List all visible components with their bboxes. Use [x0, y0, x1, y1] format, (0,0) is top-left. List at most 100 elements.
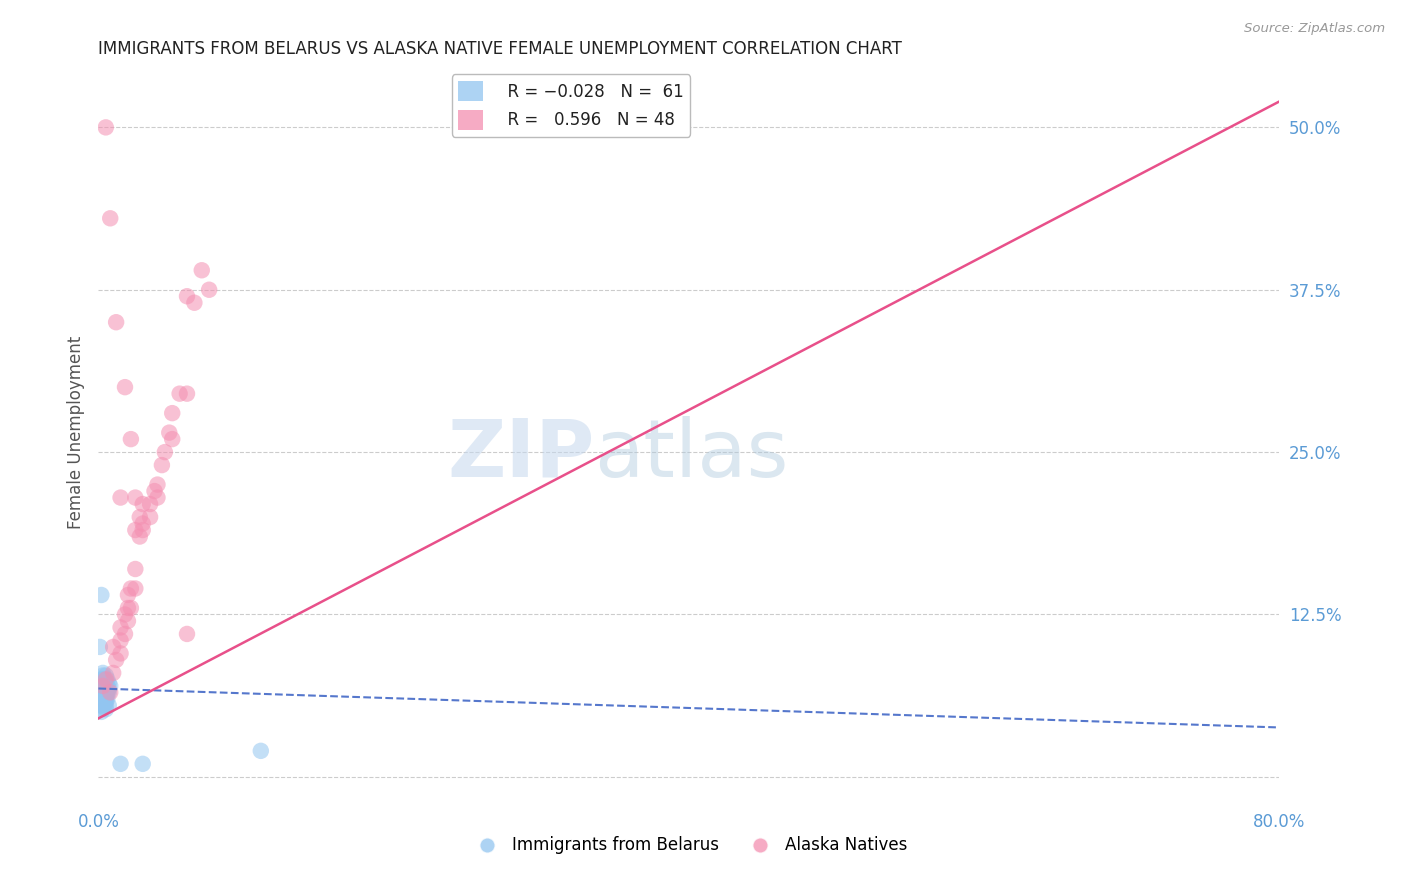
- Point: [90, 676, 112, 690]
- Point: [94, 698, 117, 713]
- Point: [97, 676, 120, 690]
- Point: [143, 484, 166, 499]
- Point: [97, 681, 120, 696]
- Text: atlas: atlas: [595, 416, 789, 494]
- Point: [90, 679, 112, 693]
- Point: [97, 685, 120, 699]
- Point: [94, 681, 117, 696]
- Point: [105, 315, 128, 329]
- Point: [93, 694, 115, 708]
- Point: [89, 698, 111, 713]
- Y-axis label: Female Unemployment: Female Unemployment: [66, 336, 84, 529]
- Point: [103, 665, 125, 680]
- Point: [96, 673, 118, 687]
- Point: [114, 380, 136, 394]
- Point: [89, 685, 111, 699]
- Point: [91, 673, 114, 687]
- Point: [128, 529, 150, 543]
- Point: [91, 679, 114, 693]
- Point: [89, 679, 111, 693]
- Point: [91, 676, 114, 690]
- Point: [110, 620, 132, 634]
- Point: [96, 685, 118, 699]
- Point: [90, 702, 112, 716]
- Point: [90, 588, 112, 602]
- Point: [93, 688, 115, 702]
- Point: [89, 640, 111, 654]
- Point: [250, 744, 273, 758]
- Point: [146, 491, 169, 505]
- Point: [91, 694, 114, 708]
- Point: [110, 491, 132, 505]
- Point: [91, 681, 114, 696]
- Point: [90, 698, 112, 713]
- Point: [90, 705, 112, 719]
- Point: [117, 588, 139, 602]
- Point: [96, 692, 118, 706]
- Point: [91, 698, 114, 713]
- Point: [176, 386, 198, 401]
- Point: [162, 406, 183, 420]
- Text: Source: ZipAtlas.com: Source: ZipAtlas.com: [1244, 22, 1385, 36]
- Point: [157, 425, 180, 440]
- Point: [120, 601, 142, 615]
- Point: [191, 263, 214, 277]
- Point: [120, 582, 142, 596]
- Point: [124, 523, 146, 537]
- Text: IMMIGRANTS FROM BELARUS VS ALASKA NATIVE FEMALE UNEMPLOYMENT CORRELATION CHART: IMMIGRANTS FROM BELARUS VS ALASKA NATIVE…: [98, 40, 903, 58]
- Point: [93, 685, 115, 699]
- Point: [94, 702, 117, 716]
- Point: [139, 497, 162, 511]
- Point: [94, 694, 117, 708]
- Point: [139, 510, 162, 524]
- Point: [146, 477, 169, 491]
- Point: [103, 640, 125, 654]
- Point: [91, 681, 114, 696]
- Point: [128, 510, 150, 524]
- Point: [93, 685, 115, 699]
- Text: ZIP: ZIP: [447, 416, 595, 494]
- Point: [198, 283, 221, 297]
- Point: [91, 668, 114, 682]
- Point: [132, 523, 155, 537]
- Point: [94, 668, 117, 682]
- Point: [93, 698, 115, 713]
- Point: [91, 692, 114, 706]
- Point: [110, 647, 132, 661]
- Point: [94, 688, 117, 702]
- Point: [162, 432, 183, 446]
- Point: [96, 685, 118, 699]
- Point: [93, 694, 115, 708]
- Point: [132, 516, 155, 531]
- Point: [114, 607, 136, 622]
- Point: [117, 614, 139, 628]
- Point: [124, 491, 146, 505]
- Point: [176, 627, 198, 641]
- Point: [110, 756, 132, 771]
- Point: [90, 688, 112, 702]
- Point: [176, 289, 198, 303]
- Point: [153, 445, 176, 459]
- Point: [93, 681, 115, 696]
- Point: [120, 432, 142, 446]
- Point: [94, 692, 117, 706]
- Point: [89, 685, 111, 699]
- Point: [98, 685, 121, 699]
- Point: [105, 653, 128, 667]
- Point: [98, 679, 121, 693]
- Point: [124, 582, 146, 596]
- Point: [114, 627, 136, 641]
- Point: [91, 665, 114, 680]
- Legend: Immigrants from Belarus, Alaska Natives: Immigrants from Belarus, Alaska Natives: [464, 830, 914, 861]
- Point: [132, 497, 155, 511]
- Point: [94, 676, 117, 690]
- Point: [117, 601, 139, 615]
- Point: [93, 694, 115, 708]
- Point: [183, 295, 205, 310]
- Point: [169, 386, 191, 401]
- Point: [91, 688, 114, 702]
- Point: [93, 692, 115, 706]
- Point: [91, 692, 114, 706]
- Point: [90, 692, 112, 706]
- Point: [93, 673, 115, 687]
